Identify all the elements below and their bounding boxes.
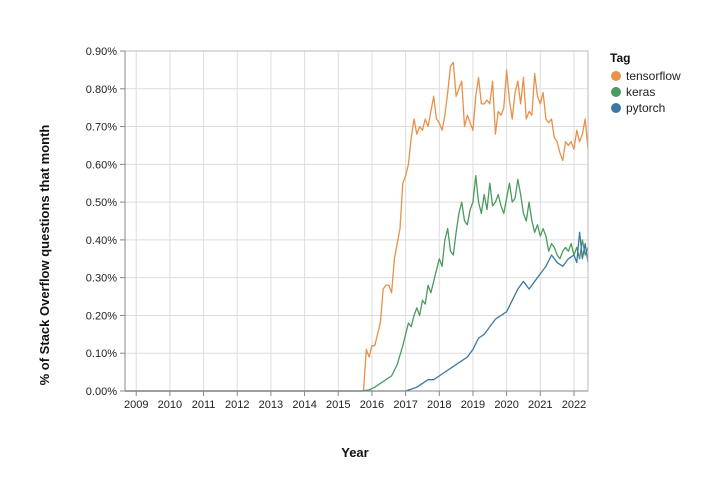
legend: Tag tensorflow keras pytorch bbox=[610, 51, 681, 115]
legend-label-tensorflow: tensorflow bbox=[626, 69, 681, 83]
y-tick-label: 0.60% bbox=[86, 159, 117, 171]
y-tick-label: 0.20% bbox=[86, 310, 117, 322]
horizontal-gridlines bbox=[125, 50, 588, 392]
x-tick-label: 2010 bbox=[158, 399, 182, 411]
x-tick-label: 2019 bbox=[461, 399, 485, 411]
y-tick-labels: 0.00% 0.10% 0.20% 0.30% 0.40% 0.50% 0.60% 0.70%… bbox=[86, 46, 117, 398]
x-axis-title: Year bbox=[341, 445, 368, 460]
x-tick-label: 2014 bbox=[292, 399, 316, 411]
x-tick-label: 2021 bbox=[528, 399, 552, 411]
y-tick-label: 0.30% bbox=[86, 273, 117, 285]
x-tick-label: 2017 bbox=[393, 399, 417, 411]
x-tick-label: 2011 bbox=[192, 399, 216, 411]
legend-label-pytorch: pytorch bbox=[626, 101, 665, 115]
legend-title: Tag bbox=[610, 51, 630, 65]
x-tick-label: 2012 bbox=[225, 399, 249, 411]
y-tick-label: 0.80% bbox=[86, 84, 117, 96]
series-line-keras bbox=[125, 175, 589, 392]
y-tick-label: 0.10% bbox=[86, 348, 117, 360]
legend-swatch-pytorch bbox=[611, 103, 621, 113]
x-tick-label: 2016 bbox=[360, 399, 384, 411]
y-tick-label: 0.90% bbox=[86, 46, 117, 58]
x-tick-labels: 2009 2010 2011 2012 2013 2014 2015 2016 2017 2018… bbox=[124, 399, 586, 411]
axes bbox=[120, 50, 589, 396]
plot-frame bbox=[124, 50, 589, 392]
y-tick-label: 0.40% bbox=[86, 235, 117, 247]
x-tick-label: 2009 bbox=[124, 399, 148, 411]
x-tick-label: 2018 bbox=[427, 399, 451, 411]
legend-label-keras: keras bbox=[626, 85, 655, 99]
x-tick-label: 2020 bbox=[494, 399, 518, 411]
series-line-tensorflow bbox=[125, 61, 589, 392]
y-axis-title: % of Stack Overflow questions that month bbox=[37, 125, 52, 386]
x-tick-label: 2015 bbox=[326, 399, 350, 411]
y-tick-label: 0.00% bbox=[86, 386, 117, 398]
series-lines bbox=[125, 61, 589, 392]
vertical-gridlines bbox=[135, 51, 575, 391]
legend-swatch-keras bbox=[611, 87, 621, 97]
legend-swatch-tensorflow bbox=[611, 71, 621, 81]
y-tick-label: 0.50% bbox=[86, 197, 117, 209]
x-tick-label: 2022 bbox=[562, 399, 586, 411]
y-tick-label: 0.70% bbox=[86, 122, 117, 134]
series-line-pytorch bbox=[125, 231, 589, 392]
x-tick-label: 2013 bbox=[259, 399, 283, 411]
